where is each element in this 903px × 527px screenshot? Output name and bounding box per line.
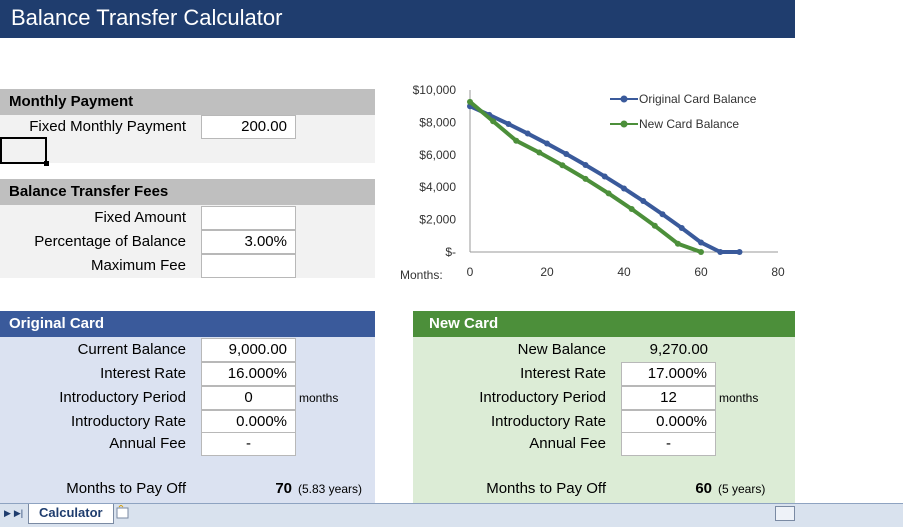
balance-chart[interactable]: $- $2,000 $4,000 $6,000 $8,000 $10,000 0 20 40 60… — [390, 78, 800, 293]
tab-nav-first-icon[interactable]: ▶ — [4, 508, 11, 518]
chart-data-point — [490, 118, 497, 125]
chart-x-tick-label: 20 — [540, 265, 554, 279]
new-balance-label: New Balance — [517, 341, 606, 358]
percentage-of-balance-input[interactable]: 3.00% — [201, 230, 296, 254]
new-intro-period-label: Introductory Period — [479, 389, 606, 406]
original-current-balance-input[interactable]: 9,000.00 — [201, 338, 296, 362]
fixed-monthly-payment-label: Fixed Monthly Payment — [29, 118, 186, 135]
fixed-monthly-payment-input[interactable]: 200.00 — [201, 115, 296, 139]
page-title: Balance Transfer Calculator — [11, 5, 283, 30]
balance-transfer-fees-section — [0, 205, 375, 278]
chart-data-point — [640, 198, 647, 205]
original-current-balance-label: Current Balance — [77, 341, 186, 358]
chart-legend-label: Original Card Balance — [639, 92, 757, 106]
original-interest-rate-input[interactable]: 16.000% — [201, 362, 296, 386]
chart-data-point — [513, 137, 520, 144]
chart-data-point — [524, 130, 531, 137]
chart-data-point — [605, 190, 612, 197]
chart-data-point — [621, 185, 627, 192]
chart-x-tick-label: 0 — [467, 265, 474, 279]
original-intro-period-label: Introductory Period — [59, 389, 186, 406]
new-interest-rate-label: Interest Rate — [520, 365, 606, 382]
chart-data-point — [563, 151, 570, 158]
original-intro-period-unit: months — [299, 391, 339, 405]
chart-data-point — [651, 222, 658, 229]
chart-data-point — [467, 98, 473, 105]
new-card-header: New Card — [413, 311, 795, 337]
monthly-payment-header: Monthly Payment — [0, 89, 375, 115]
fill-handle[interactable] — [44, 161, 49, 166]
percentage-of-balance-label: Percentage of Balance — [34, 233, 186, 250]
chart-data-point — [601, 173, 608, 180]
monthly-payment-section — [0, 115, 375, 163]
original-months-to-pay-off-label: Months to Pay Off — [66, 480, 186, 497]
new-payoff-years: (5 years) — [718, 482, 766, 496]
insert-sheet-icon[interactable] — [114, 504, 132, 521]
original-annual-fee-label: Annual Fee — [109, 435, 186, 452]
chart-data-point — [505, 121, 512, 128]
new-months-to-pay-off-value: 60 — [695, 480, 712, 497]
chart-legend-label: New Card Balance — [639, 117, 739, 131]
new-card-section — [413, 337, 795, 503]
balance-transfer-fees-header: Balance Transfer Fees — [0, 179, 375, 205]
new-interest-rate-input[interactable]: 17.000% — [621, 362, 716, 386]
original-card-section — [0, 337, 375, 503]
chart-y-tick-label: $4,000 — [419, 180, 456, 194]
tab-nav-last-icon[interactable]: ▶| — [13, 508, 24, 518]
chart-x-tick-label: 80 — [771, 265, 785, 279]
chart-y-tick-label: $8,000 — [419, 115, 456, 129]
chart-y-tick-label: $2,000 — [419, 213, 456, 227]
new-annual-fee-label: Annual Fee — [529, 435, 606, 452]
sheet-tab-calculator[interactable]: Calculator — [28, 504, 114, 524]
chart-data-point — [678, 225, 685, 232]
original-annual-fee-input[interactable]: - — [201, 432, 296, 456]
chart-y-tick-label: $- — [445, 245, 456, 259]
original-interest-rate-label: Interest Rate — [100, 365, 186, 382]
chart-data-point — [736, 249, 743, 255]
chart-data-point — [559, 162, 566, 169]
chart-x-tick-label: 60 — [694, 265, 708, 279]
sheet-tab-bar — [0, 503, 903, 527]
chart-data-point — [698, 249, 704, 255]
fixed-amount-input[interactable] — [201, 206, 296, 230]
new-months-to-pay-off-label: Months to Pay Off — [486, 480, 606, 497]
chart-data-point — [659, 211, 666, 218]
active-cell-selection[interactable] — [0, 137, 49, 166]
new-annual-fee-input[interactable]: - — [621, 432, 716, 456]
original-intro-rate-label: Introductory Rate — [70, 413, 186, 430]
original-payoff-years: (5.83 years) — [298, 482, 363, 496]
chart-legend-marker — [620, 95, 628, 103]
new-intro-period-unit: months — [719, 391, 759, 405]
chart-data-point — [536, 149, 543, 156]
original-intro-rate-input[interactable]: 0.000% — [201, 410, 296, 434]
chart-data-point — [674, 240, 681, 247]
title-bar: Balance Transfer Calculator — [0, 0, 795, 38]
original-card-header: Original Card — [0, 311, 375, 337]
chart-data-point — [628, 206, 635, 213]
chart-data-point — [698, 239, 704, 246]
chart-data-point — [544, 140, 550, 147]
new-intro-rate-label: Introductory Rate — [490, 413, 606, 430]
original-months-to-pay-off-value: 70 — [275, 480, 292, 497]
horizontal-scrollbar[interactable] — [775, 506, 795, 521]
chart-data-point — [717, 249, 724, 255]
maximum-fee-label: Maximum Fee — [90, 257, 186, 274]
chart-data-point — [582, 175, 589, 182]
chart-y-tick-label: $10,000 — [413, 83, 457, 97]
original-intro-period-input[interactable]: 0 — [201, 386, 296, 410]
maximum-fee-input[interactable] — [201, 254, 296, 278]
chart-data-point — [582, 161, 589, 168]
new-intro-period-input[interactable]: 12 — [621, 386, 716, 410]
new-balance-value: 9,270.00 — [649, 341, 708, 358]
chart-y-tick-label: $6,000 — [419, 148, 456, 162]
chart-legend-marker — [620, 120, 628, 128]
chart-x-axis-label: Months: — [400, 268, 443, 282]
chart-x-tick-label: 40 — [617, 265, 631, 279]
new-intro-rate-input[interactable]: 0.000% — [621, 410, 716, 434]
fixed-amount-label: Fixed Amount — [94, 209, 186, 226]
